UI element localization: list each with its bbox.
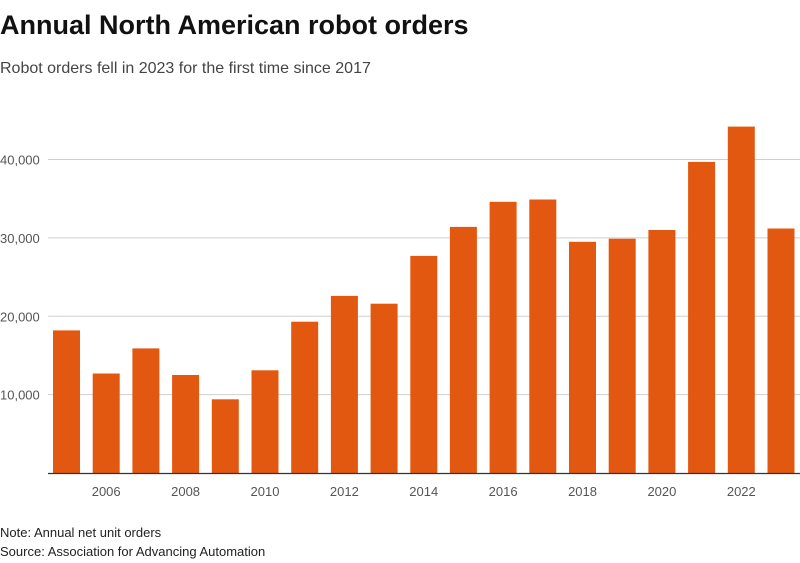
bar-2022 xyxy=(727,126,755,473)
bar-2015 xyxy=(449,226,477,473)
bar-2014 xyxy=(410,255,438,473)
bar-2005 xyxy=(53,330,80,473)
x-tick-label: 2006 xyxy=(92,484,121,499)
bar-2011 xyxy=(291,321,319,473)
bar-2006 xyxy=(92,373,120,473)
bar-2013 xyxy=(370,303,398,473)
bar-2023 xyxy=(767,228,795,473)
bar-2007 xyxy=(132,348,160,473)
bar-2016 xyxy=(489,201,517,474)
y-tick-label: 30,000 xyxy=(0,231,40,246)
x-tick-label: 2010 xyxy=(251,484,280,499)
bar-2009 xyxy=(211,399,239,473)
bar-2018 xyxy=(569,241,596,473)
x-tick-label: 2020 xyxy=(647,484,676,499)
y-tick-label: 40,000 xyxy=(0,153,40,168)
x-tick-label: 2012 xyxy=(330,484,359,499)
chart-note: Note: Annual net unit orders xyxy=(0,525,162,540)
x-tick-label: 2014 xyxy=(409,484,438,499)
chart-title: Annual North American robot orders xyxy=(0,10,469,40)
x-tick-label: 2018 xyxy=(568,484,597,499)
bar-2019 xyxy=(608,238,636,473)
bar-2021 xyxy=(688,161,716,473)
y-tick-label: 20,000 xyxy=(0,309,40,324)
bar-2017 xyxy=(529,199,557,473)
y-tick-label: 10,000 xyxy=(0,388,40,403)
bar-2010 xyxy=(251,370,279,473)
chart-source: Source: Association for Advancing Automa… xyxy=(0,544,266,559)
bar-2020 xyxy=(648,230,676,473)
x-tick-label: 2008 xyxy=(171,484,200,499)
chart-subtitle: Robot orders fell in 2023 for the first … xyxy=(0,60,371,77)
x-tick-label: 2016 xyxy=(489,484,518,499)
x-tick-label: 2022 xyxy=(727,484,756,499)
bar-2008 xyxy=(172,375,200,473)
bar-2012 xyxy=(330,295,358,473)
